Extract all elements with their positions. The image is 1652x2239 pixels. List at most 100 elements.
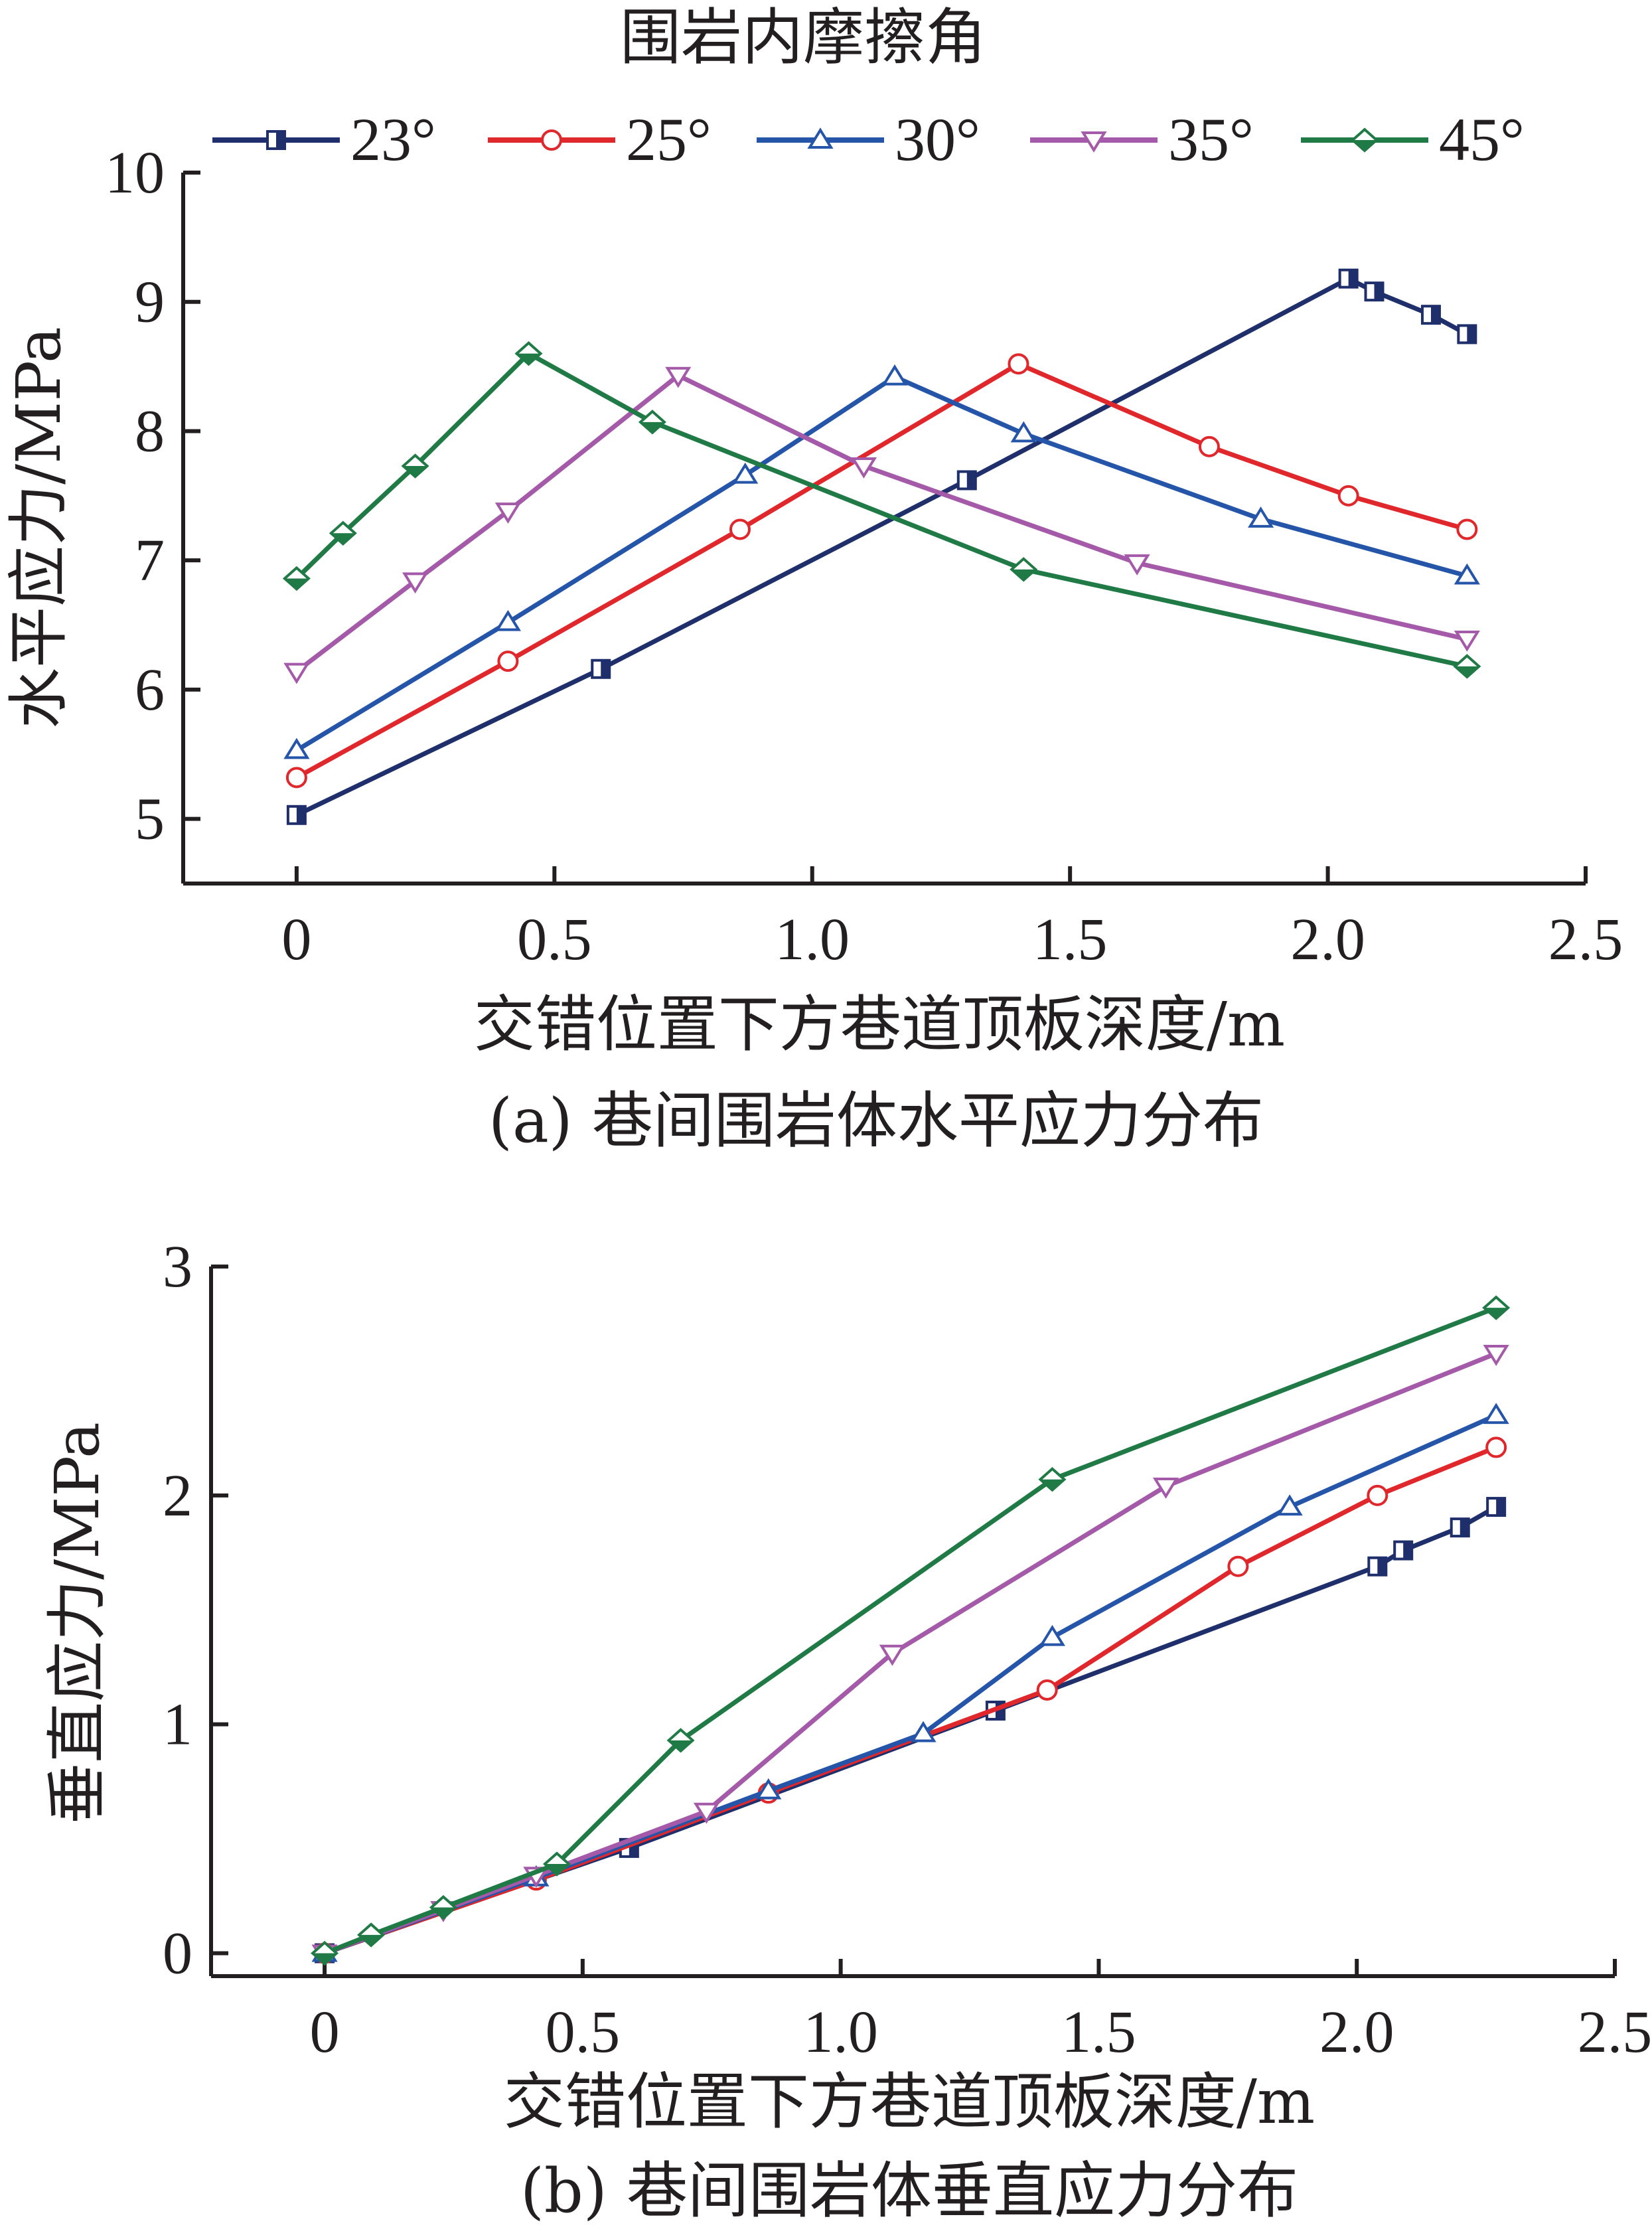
x-tick-label: 2.5 [1548,907,1623,972]
series-line [323,1413,1497,1956]
chart-a-y-ticks: 5 6 7 8 9 10 [105,140,200,852]
x-tick-label: 1.5 [1061,1999,1136,2065]
series-line [295,374,1468,753]
data-point [311,1940,339,1966]
x-tick-label: 2.5 [1578,1999,1652,2065]
data-point [1248,506,1274,528]
chart-b-x-ticks: 0 0.5 1.0 1.5 2.0 2.5 [310,1959,1652,2065]
chart-b-series-25 [314,1436,1507,1964]
data-point [1276,1494,1303,1516]
data-point [666,1728,695,1753]
data-point [850,457,877,479]
legend-title: 围岩内摩擦角 [620,2,986,73]
data-point [1039,1624,1066,1646]
data-point [1454,563,1480,585]
legend-marker [1350,127,1379,153]
data-point [1010,557,1038,582]
data-point [285,767,307,789]
x-tick-label: 0 [281,907,311,972]
data-point [1152,1478,1179,1499]
series-line [323,1445,1497,1956]
data-point [729,518,751,540]
chart-b-series [311,1295,1511,1966]
data-point [1454,630,1480,652]
x-tick-label: 1.0 [803,1999,878,2065]
legend-marker [541,129,562,151]
data-point [732,462,759,484]
data-point [1364,281,1385,302]
data-point [1483,1403,1509,1425]
legend-marker [266,130,286,150]
data-point [514,341,543,366]
chart-a-x-ticks: 0 0.5 1.0 1.5 2.0 2.5 [281,866,1623,972]
y-tick-label: 10 [105,140,165,206]
chart-b-x-label: 交错位置下方巷道顶板深度/m [504,2066,1315,2137]
data-point [1010,421,1037,443]
series-line [323,1351,1497,1956]
x-tick-label: 0.5 [546,1999,621,2065]
legend: 围岩内摩擦角 23° 25° 30° 35° 45° [212,2,1525,173]
chart-a-series-35 [283,366,1480,684]
data-point [283,737,310,759]
chart-a-caption: (a) 巷间围岩体水平应力分布 [488,1085,1264,1156]
x-tick-label: 2.0 [1319,1999,1394,2065]
data-point [1036,1679,1058,1701]
data-point [591,658,611,679]
data-point [542,1851,571,1877]
data-point [401,453,429,479]
x-tick-label: 1.5 [1033,907,1108,972]
data-point [283,662,310,684]
chart-a-series-25 [285,353,1478,789]
chart-b-axes [209,1267,1615,1978]
y-tick-label: 3 [163,1234,192,1300]
chart-a-axes [181,173,1586,886]
y-tick-label: 6 [135,657,165,723]
series-line [295,351,1468,669]
y-tick-label: 1 [163,1692,192,1758]
data-point [1124,554,1150,576]
data-point [1456,518,1478,540]
data-point [1486,1497,1507,1517]
data-point [429,1894,457,1920]
y-tick-label: 8 [135,398,165,464]
chart-a-series-23 [286,268,1477,825]
data-point [1482,1295,1511,1320]
legend-entries: 23° 25° 30° 35° 45° [212,106,1525,173]
data-point [665,366,692,388]
chart-b-vertical-stress: 0 1 2 3 0 0.5 1.0 1.5 2.0 2.5 交错位置下方巷道顶板深度/m 垂直应… [42,1234,1652,2226]
legend-marker [1081,131,1107,153]
y-tick-label: 5 [135,787,165,852]
data-point [956,470,977,491]
data-point [881,364,908,386]
data-point [1337,485,1359,506]
x-tick-label: 0.5 [517,907,592,972]
x-tick-label: 0 [310,1999,340,2065]
data-point [357,1922,386,1948]
data-point [494,502,521,524]
data-point [1485,1436,1507,1458]
chart-b-series-30 [311,1403,1509,1962]
legend-label: 45° [1439,106,1525,173]
y-tick-label: 9 [135,270,165,335]
legend-entry: 45° [1301,106,1525,173]
chart-b-caption: (b) 巷间围岩体垂直应力分布 [520,2155,1298,2226]
data-point [1367,1484,1389,1506]
series-line [295,276,1468,817]
data-point [1420,305,1441,325]
chart-a-series [282,268,1481,825]
data-point [1393,1540,1414,1561]
data-point [1198,435,1220,457]
series-line [295,361,1468,780]
legend-entry: 25° [488,106,712,173]
data-point [1227,1555,1249,1577]
chart-b-series-45 [311,1295,1511,1966]
legend-label: 25° [626,106,712,173]
legend-entry: 23° [212,106,436,173]
y-tick-label: 7 [135,528,165,593]
y-tick-label: 2 [163,1463,192,1529]
chart-a-series-45 [282,341,1481,679]
legend-entry: 30° [757,106,980,173]
legend-label: 23° [350,106,436,173]
chart-b-y-label: 垂直应力/MPa [42,1422,113,1824]
